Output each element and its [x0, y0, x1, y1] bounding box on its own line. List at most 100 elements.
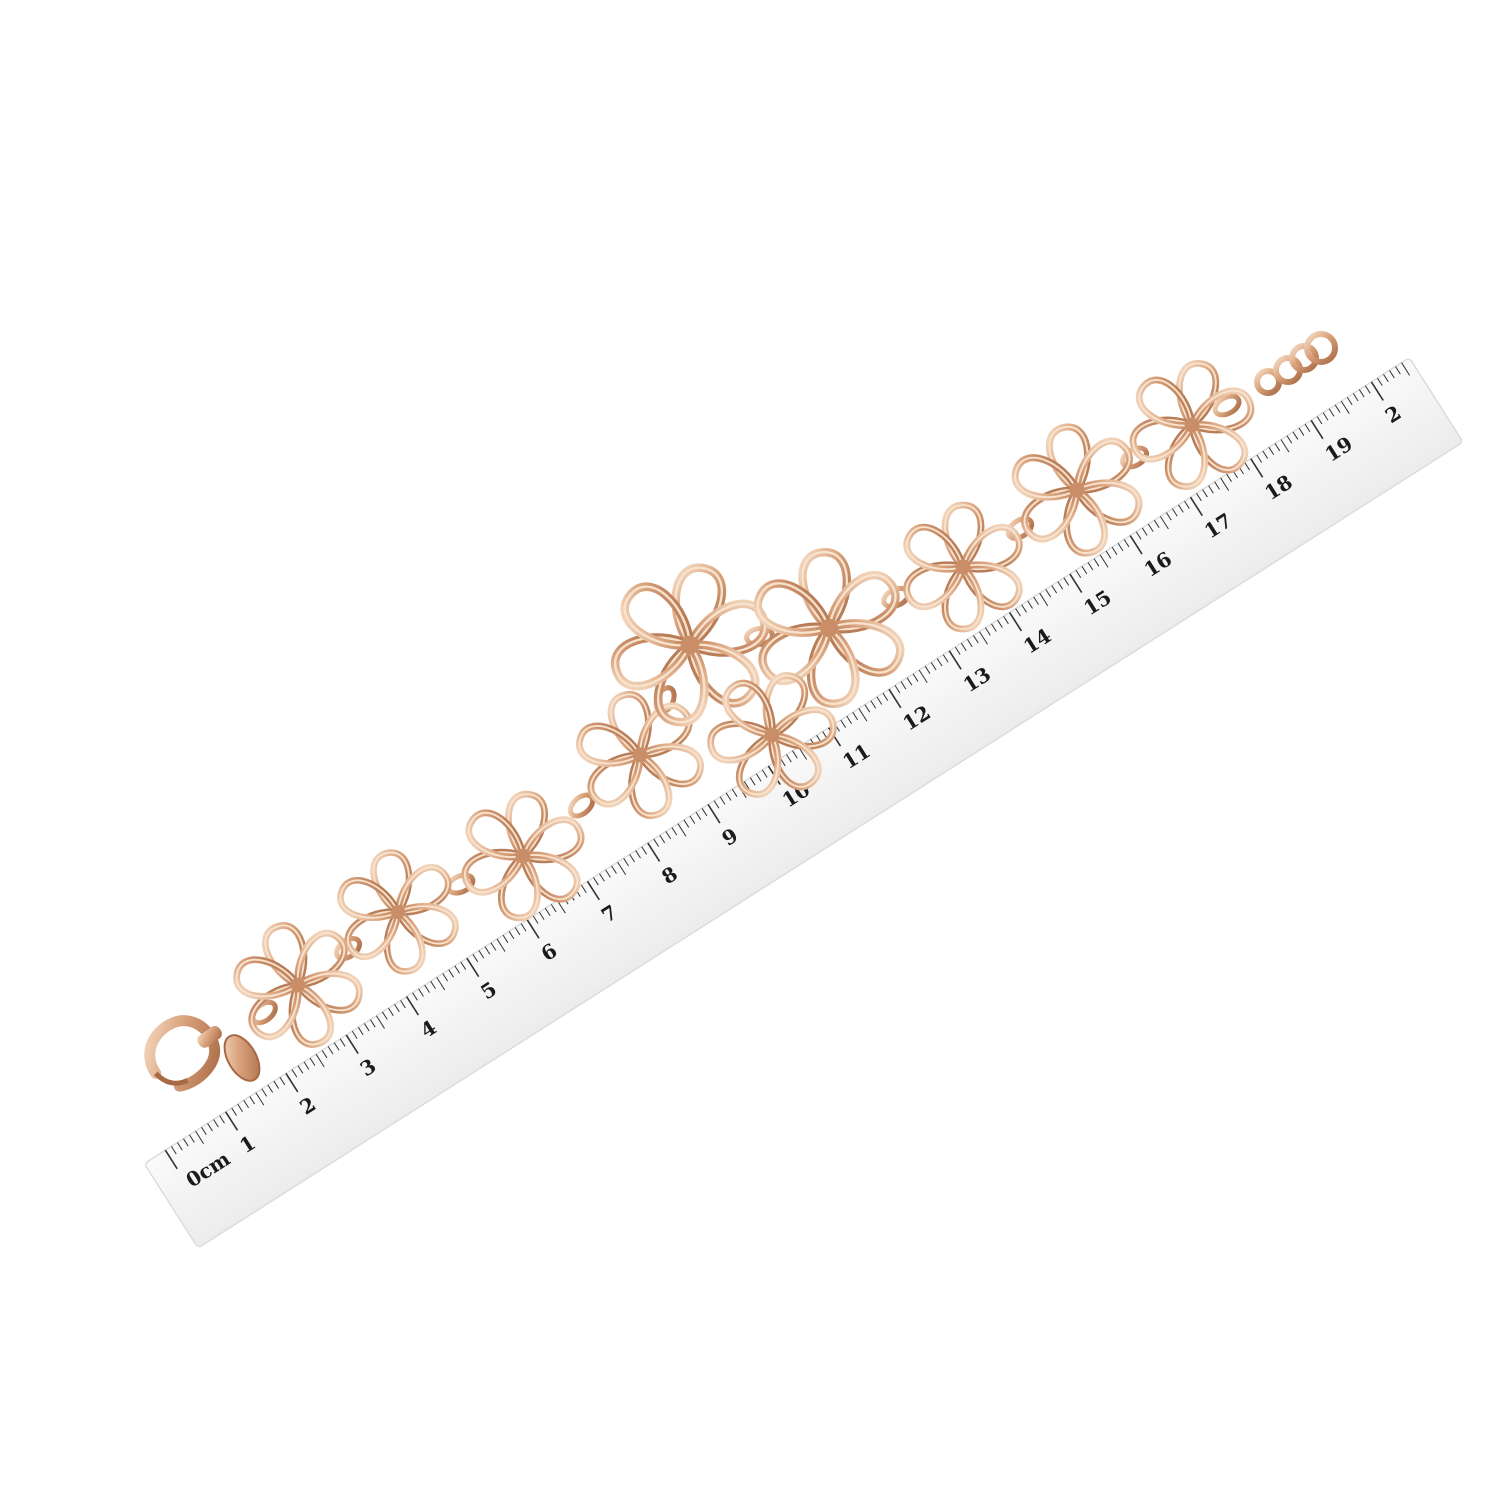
ruler-tick [1153, 519, 1160, 529]
flower-center [632, 747, 648, 763]
ruler-tick [189, 1134, 195, 1143]
ruler-tick [647, 842, 661, 862]
ruler-tick [195, 1130, 204, 1144]
ruler-tick [586, 880, 600, 901]
ruler-tick [1178, 504, 1184, 513]
ruler-tick [1051, 585, 1058, 594]
ruler-tick [1003, 615, 1009, 625]
ruler-tick [1250, 458, 1264, 478]
ruler-tick [617, 861, 627, 876]
ruler-tick [1346, 396, 1353, 406]
ruler-tick [261, 1088, 268, 1097]
ruler-tick [954, 646, 961, 655]
ruler-tick [321, 1050, 328, 1059]
ruler-tick [1045, 589, 1052, 598]
ruler-tick [249, 1096, 256, 1105]
flower-links [233, 360, 1255, 1048]
ruler-tick [846, 715, 853, 724]
flower-petal [724, 682, 774, 736]
ruler-tick [1395, 366, 1401, 375]
flower-center [764, 727, 780, 743]
flower-link [233, 922, 363, 1048]
ruler-tick [448, 969, 455, 978]
ruler-tick [605, 869, 611, 878]
ruler-tick [237, 1103, 243, 1112]
flower-petal [623, 585, 692, 647]
ruler-tick [508, 930, 515, 940]
ruler-tick [1310, 419, 1324, 440]
ruler-tick [858, 708, 868, 722]
ruler-tick [792, 750, 798, 759]
ruler-tick [315, 1053, 325, 1068]
ruler-tick [659, 834, 666, 844]
ruler-tick [285, 1072, 299, 1093]
ruler-tick [279, 1076, 286, 1086]
ruler-tick [1087, 562, 1094, 571]
ruler-tick [1364, 385, 1371, 394]
ruler-tick [972, 635, 979, 644]
ruler-tick [1189, 496, 1203, 517]
ruler-tick [888, 688, 902, 709]
flower-center [390, 904, 406, 920]
ruler-tick [876, 696, 883, 705]
ruler-tick [665, 831, 672, 840]
ruler-tick [231, 1107, 237, 1116]
ruler-tick [960, 642, 967, 651]
ruler-tick [1358, 389, 1365, 398]
ruler-tick [1389, 370, 1395, 379]
ruler-tick [1292, 431, 1299, 440]
ruler-tick [1129, 535, 1143, 555]
ruler-tick [357, 1027, 364, 1036]
ruler-tick [966, 639, 973, 648]
ruler-tick [1093, 558, 1100, 567]
flower-center [819, 618, 839, 638]
ruler-tick [170, 1146, 177, 1155]
ruler-tick [550, 904, 557, 913]
ruler-tick [743, 781, 750, 790]
ruler-tick [442, 973, 449, 982]
ruler-tick [755, 773, 762, 782]
ruler-tick [1220, 477, 1230, 491]
ruler-tick [1340, 400, 1350, 415]
ruler-tick [1027, 600, 1033, 609]
flower-link [1011, 423, 1143, 557]
ruler-tick [183, 1138, 189, 1147]
ruler-tick [460, 961, 467, 970]
ruler-tick [1377, 377, 1383, 386]
ruler-tick [1334, 404, 1341, 413]
ruler-tick [1015, 608, 1021, 617]
ruler-tick [333, 1042, 340, 1051]
ruler-tick [653, 838, 660, 847]
ruler-tick [1328, 408, 1335, 417]
ruler-tick [1008, 611, 1023, 632]
ruler-tick [394, 1003, 400, 1013]
ruler-tick [273, 1080, 280, 1089]
ruler-tick [327, 1046, 334, 1055]
ruler-tick [1322, 412, 1329, 421]
ruler-tick [1401, 362, 1411, 376]
ruler-tick [1099, 554, 1109, 568]
jump-ring [1005, 516, 1035, 541]
ruler-tick [291, 1069, 298, 1078]
ruler-tick [496, 938, 506, 952]
ruler-ticks [164, 362, 1411, 1170]
ruler-tick [526, 919, 540, 939]
ruler-tick [405, 996, 420, 1016]
ruler-tick [532, 915, 539, 924]
ruler-tick [363, 1023, 370, 1032]
ruler-tick [430, 980, 436, 990]
flower-link [707, 672, 837, 798]
ruler-tick [1057, 581, 1064, 590]
ruler-tick [1280, 439, 1290, 453]
ruler-tick [924, 665, 931, 675]
jump-ring [1212, 393, 1242, 418]
ruler-tick [1202, 489, 1208, 498]
ruler-tick [985, 627, 991, 636]
ruler-tick [1304, 423, 1311, 433]
flower-petal [467, 812, 524, 858]
ruler-tick [369, 1019, 376, 1028]
ruler-tick [351, 1030, 358, 1039]
ruler-tick [1105, 550, 1112, 559]
